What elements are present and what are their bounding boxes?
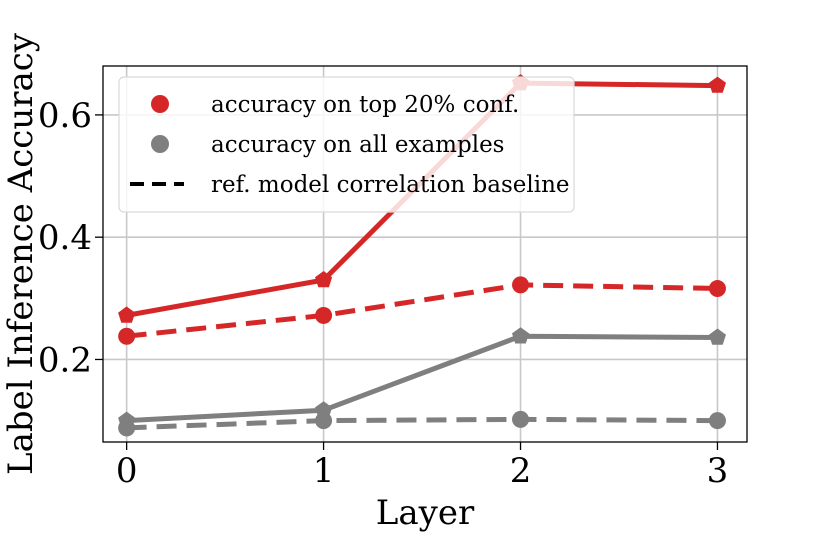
series-1-point bbox=[118, 327, 136, 345]
legend: accuracy on top 20% conf. accuracy on al… bbox=[118, 76, 575, 213]
x-tick-label-3: 3 bbox=[707, 451, 729, 491]
series-3-point bbox=[708, 412, 726, 430]
series-3-point bbox=[512, 410, 530, 428]
y-tick-label-0-2: 0.2 bbox=[38, 340, 92, 380]
plot-frame bbox=[102, 65, 748, 443]
legend-box bbox=[118, 76, 575, 213]
x-tick-label-1: 1 bbox=[313, 451, 335, 491]
series-1-point bbox=[315, 306, 333, 324]
series-3-point bbox=[315, 412, 333, 430]
series-1-point bbox=[512, 276, 530, 294]
series-3 bbox=[118, 410, 726, 437]
series-2 bbox=[118, 327, 726, 428]
series-2-point bbox=[512, 327, 530, 344]
series-0-point bbox=[315, 271, 333, 288]
y-tick-label-0-6: 0.6 bbox=[38, 96, 92, 136]
legend-label-all: accuracy on all examples bbox=[211, 132, 505, 158]
legend-marker-top20 bbox=[151, 95, 169, 113]
series-3-line bbox=[126, 416, 718, 431]
x-tick-label-0: 0 bbox=[116, 451, 138, 491]
series-3-point bbox=[118, 419, 136, 437]
x-tick-label-2: 2 bbox=[510, 451, 532, 491]
series-0-point bbox=[118, 306, 136, 323]
legend-label-baseline: ref. model correlation baseline bbox=[211, 172, 570, 198]
legend-label-top20: accuracy on top 20% conf. bbox=[211, 92, 519, 118]
series-1 bbox=[118, 276, 726, 345]
legend-marker-all bbox=[151, 135, 169, 153]
x-axis-label: Layer bbox=[376, 493, 475, 533]
y-axis-label: Label Inference Accuracy bbox=[1, 32, 41, 475]
series-1-line bbox=[126, 282, 718, 339]
ticks bbox=[95, 114, 719, 450]
series-2-point bbox=[708, 328, 726, 345]
x-tick-labels: 0 1 2 3 bbox=[116, 451, 728, 491]
y-tick-label-0-4: 0.4 bbox=[38, 218, 92, 258]
series-2-line bbox=[126, 333, 718, 424]
y-tick-labels: 0.2 0.4 0.6 bbox=[38, 96, 92, 381]
series-0-point bbox=[708, 76, 726, 93]
series-1-point bbox=[708, 280, 726, 298]
